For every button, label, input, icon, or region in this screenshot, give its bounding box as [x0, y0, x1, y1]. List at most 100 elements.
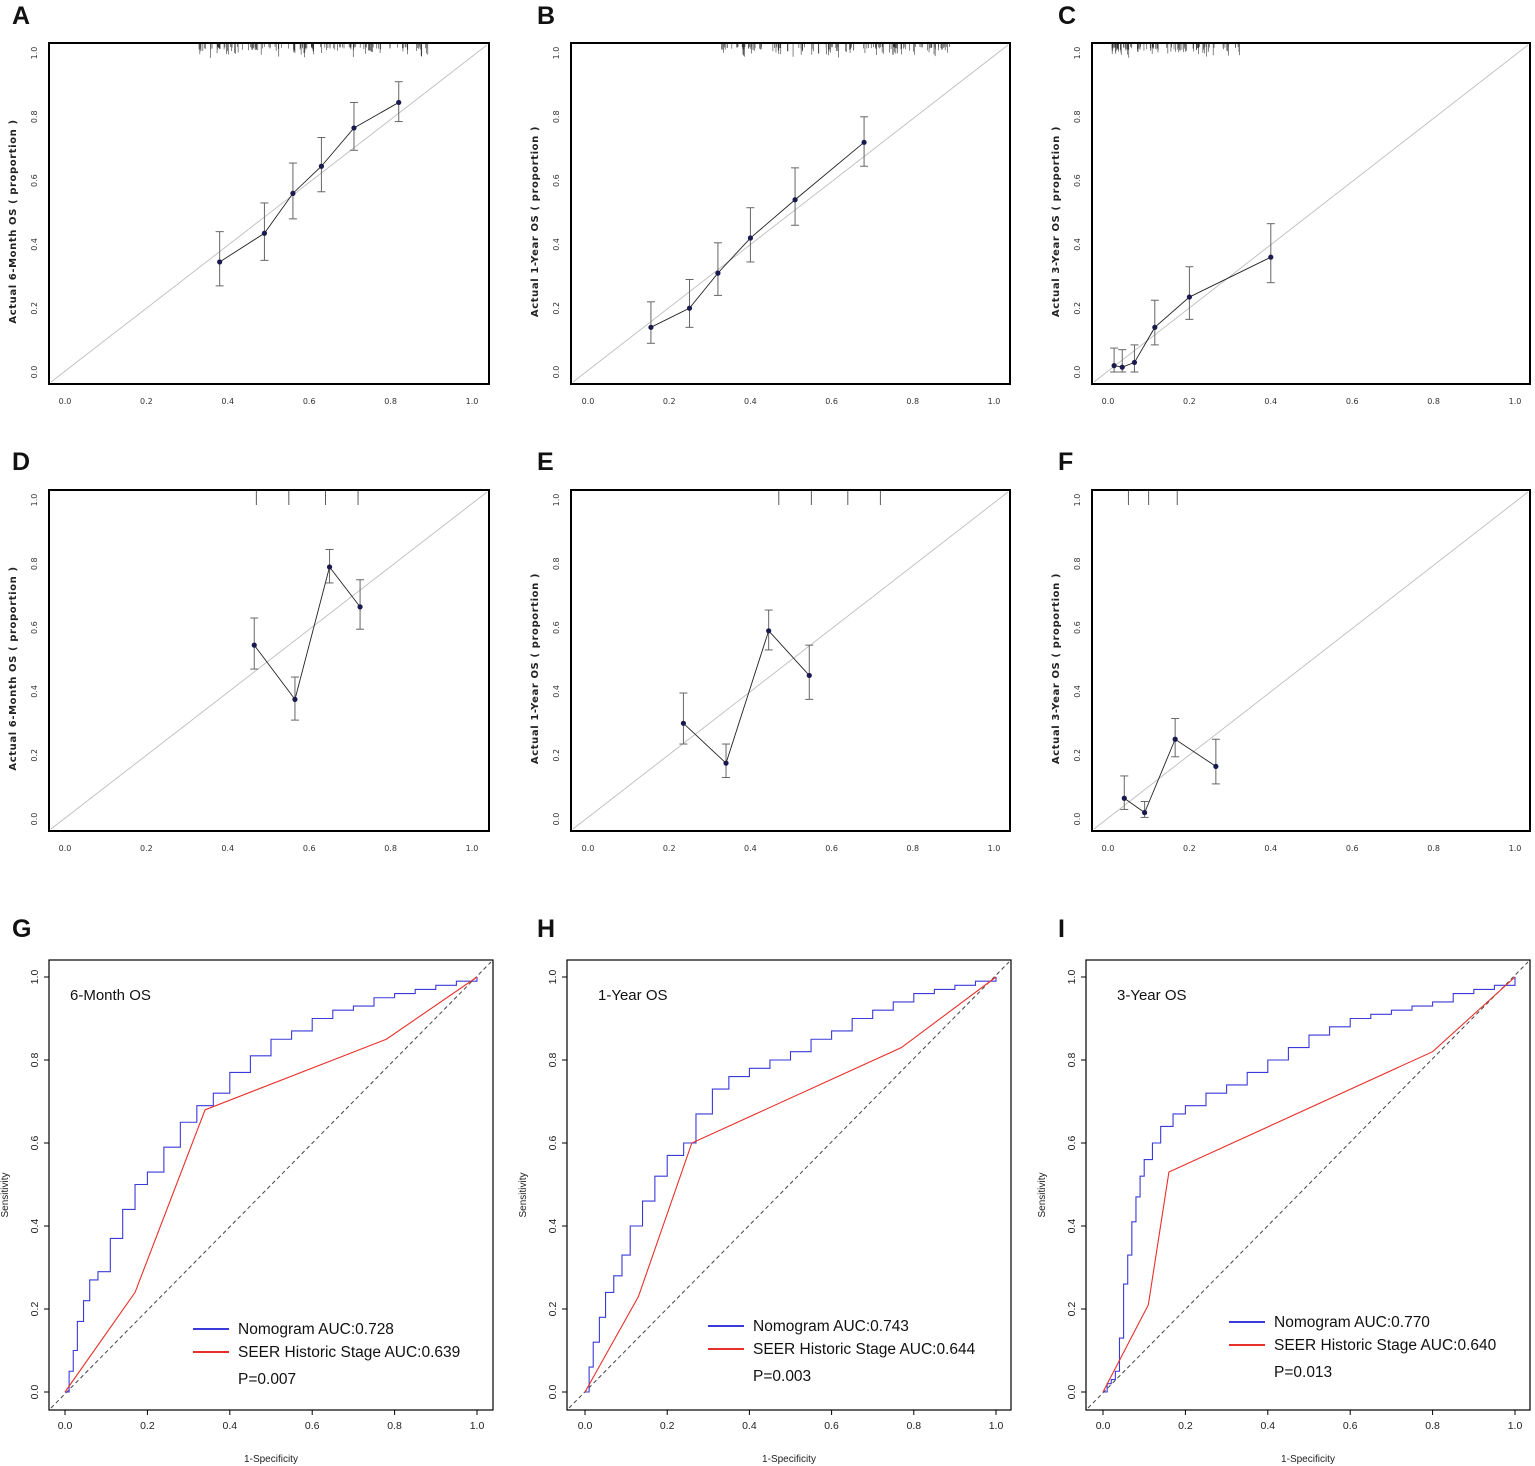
x-tick-label: 0.0 [58, 1420, 73, 1432]
panel-label-a: A [12, 2, 30, 30]
x-tick-label: 0.6 [1346, 397, 1359, 406]
x-tick-label: 0.6 [825, 397, 838, 406]
y-tick-label: 0.0 [1073, 366, 1082, 379]
data-point [747, 235, 754, 241]
x-tick-label: 1.0 [1508, 1420, 1523, 1432]
y-tick-label: 1.0 [1066, 970, 1078, 985]
ideal-reference-line [50, 44, 488, 383]
y-axis-title: Actual 6-Month OS ( proportion ) [8, 566, 19, 770]
plot-frame [1091, 489, 1531, 832]
data-point [261, 230, 268, 236]
x-tick-label: 0.8 [1427, 844, 1440, 853]
y-tick-label: 0.6 [1066, 1136, 1078, 1151]
y-tick-label: 0.0 [552, 366, 561, 379]
data-point [686, 305, 693, 311]
chance-reference-line [50, 961, 492, 1409]
x-axis-title: 1-Specificity [762, 1454, 816, 1465]
y-tick-label: 0.8 [29, 1053, 41, 1068]
x-tick-label: 0.8 [384, 844, 397, 853]
p-value-label: P=0.007 [238, 1371, 296, 1388]
calibration-plot-c: 0.0 0.2 0.4 0.6 0.8 1.0 0.0 0.2 0.4 0.6 0.8 1.0 Actu… [1051, 42, 1531, 406]
x-tick-label: 0.0 [59, 844, 72, 853]
x-tick-label: 0.0 [582, 397, 595, 406]
y-tick-label: 0.2 [29, 1302, 41, 1317]
y-tick-label: 0.4 [1073, 685, 1082, 698]
y-tick-label: 0.2 [30, 302, 39, 315]
data-point [723, 760, 729, 766]
nomogram-roc-curve [65, 977, 478, 1393]
x-tick-label: 0.8 [906, 1420, 921, 1432]
data-point [715, 270, 721, 276]
y-axis-title: Sensitivity [518, 1172, 529, 1217]
data-point [1121, 795, 1127, 801]
y-tick-label: 0.8 [1073, 557, 1082, 570]
y-tick-label: 0.2 [1073, 302, 1082, 315]
x-tick-label: 0.6 [824, 1420, 839, 1432]
x-tick-label: 0.6 [1343, 1420, 1358, 1432]
data-point [1213, 763, 1219, 769]
data-point [806, 672, 812, 679]
x-tick-label: 0.4 [1260, 1420, 1275, 1432]
x-tick-label: 0.2 [663, 397, 676, 406]
calibration-curve [1124, 738, 1217, 814]
y-tick-label: 0.4 [30, 685, 39, 698]
y-tick-label: 0.6 [552, 174, 561, 187]
data-point [396, 99, 402, 106]
x-tick-label: 0.0 [582, 844, 595, 853]
y-axis-title: Actual 3-Year OS ( proportion ) [1051, 126, 1062, 317]
x-tick-label: 0.0 [1096, 1420, 1111, 1432]
y-tick-label: 1.0 [547, 970, 559, 985]
x-tick-label: 0.2 [1178, 1420, 1193, 1432]
panel-label-c: C [1058, 2, 1076, 30]
x-tick-label: 0.6 [825, 844, 838, 853]
rug-marks [1127, 491, 1178, 505]
data-point [217, 259, 223, 265]
y-tick-label: 0.4 [552, 685, 561, 698]
data-point [1131, 359, 1138, 366]
y-tick-label: 0.2 [30, 749, 39, 762]
data-point [861, 139, 867, 145]
x-tick-label: 0.2 [1183, 844, 1196, 853]
calibration-plot-f: 0.0 0.2 0.4 0.6 0.8 1.0 0.0 0.2 0.4 0.6 0.8 1.0 Actu… [1051, 489, 1531, 853]
y-tick-label: 0.8 [552, 557, 561, 570]
x-tick-label: 0.6 [1346, 844, 1359, 853]
x-tick-label: 0.4 [742, 1420, 757, 1432]
data-point [318, 163, 325, 169]
calibration-plot-a: 0.0 0.2 0.4 0.6 0.8 1.0 0.0 0.2 0.4 0.6 0.8 1.0 Actu… [8, 42, 490, 406]
y-tick-label: 0.4 [30, 238, 39, 251]
y-tick-label: 0.0 [30, 366, 39, 379]
x-tick-label: 0.4 [744, 397, 757, 406]
panel-label-f: F [1058, 448, 1073, 476]
x-tick-label: 0.2 [140, 397, 153, 406]
panel-label-b: B [537, 2, 555, 30]
x-tick-label: 0.8 [387, 1420, 402, 1432]
y-tick-label: 0.0 [1066, 1385, 1078, 1400]
panel-label-g: G [12, 915, 31, 943]
calibration-curve [219, 102, 399, 263]
panel-label-h: H [537, 915, 555, 943]
plot-frame [1091, 42, 1531, 385]
data-point [1152, 324, 1158, 330]
y-tick-label: 1.0 [1073, 494, 1082, 507]
y-axis-title: Actual 1-Year OS ( proportion ) [530, 126, 541, 317]
x-tick-label: 1.0 [989, 1420, 1004, 1432]
y-tick-label: 1.0 [30, 494, 39, 507]
y-axis-title: Sensitivity [0, 1172, 11, 1217]
legend: Nomogram AUC:0.743 SEER Historic Stage AU… [708, 1318, 976, 1385]
x-tick-label: 0.0 [578, 1420, 593, 1432]
x-tick-label: 1.0 [988, 844, 1001, 853]
rug-marks [198, 44, 429, 58]
legend-label-seer: SEER Historic Stage AUC:0.640 [1274, 1337, 1497, 1354]
plot-frame [566, 959, 1012, 1411]
data-point [1142, 810, 1148, 816]
y-tick-label: 0.6 [29, 1136, 41, 1151]
x-tick-label: 0.6 [303, 844, 316, 853]
x-tick-label: 0.4 [221, 844, 234, 853]
x-tick-label: 0.0 [1102, 844, 1115, 853]
legend-label-seer: SEER Historic Stage AUC:0.644 [753, 1341, 976, 1358]
x-tick-label: 0.4 [221, 397, 234, 406]
x-tick-label: 0.0 [59, 397, 72, 406]
calibration-curve [1114, 256, 1271, 368]
